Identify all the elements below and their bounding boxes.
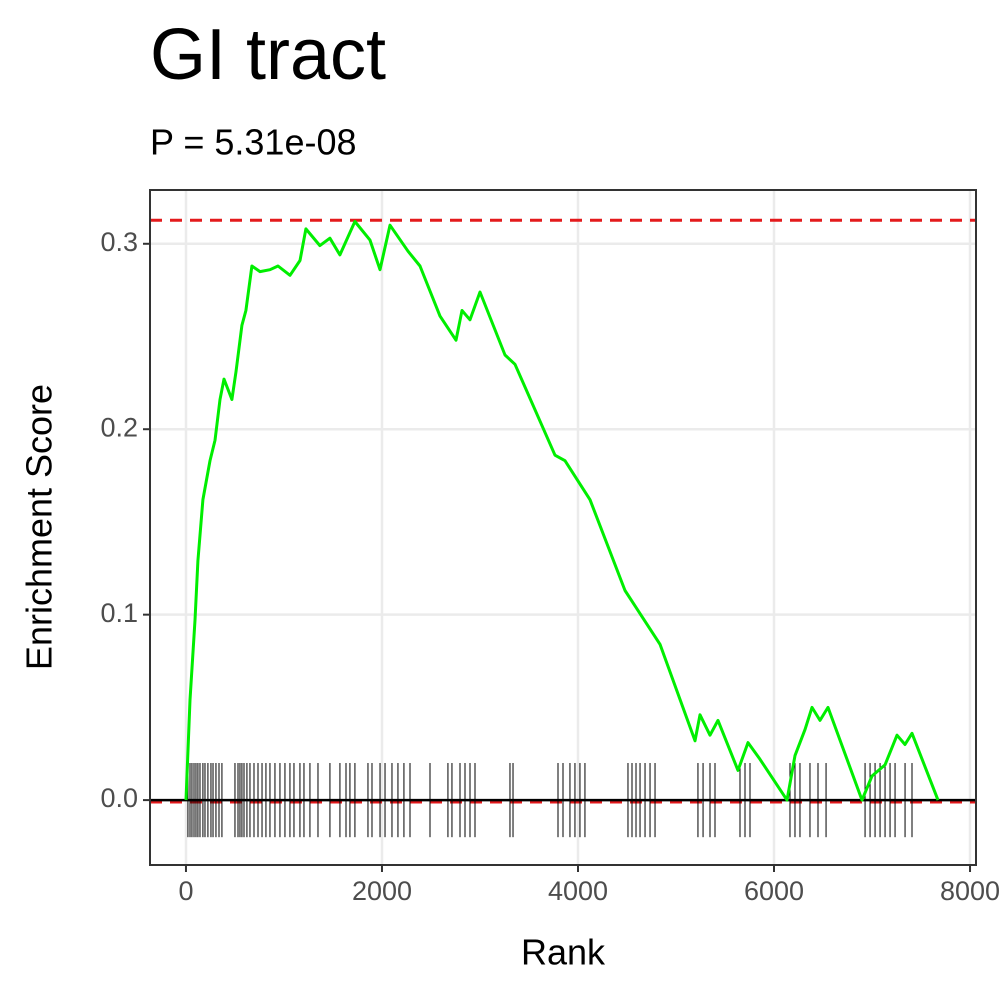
y-tick-label: 0.1 xyxy=(100,598,138,628)
chart-subtitle: P = 5.31e-08 xyxy=(150,122,357,163)
x-tick-label: 8000 xyxy=(940,876,1000,906)
x-axis-title: Rank xyxy=(521,932,606,973)
x-tick-label: 4000 xyxy=(548,876,608,906)
chart-title: GI tract xyxy=(150,15,386,95)
x-tick-label: 2000 xyxy=(352,876,412,906)
y-tick-label: 0.2 xyxy=(100,412,138,442)
x-tick-label: 6000 xyxy=(744,876,804,906)
enrichment-line xyxy=(184,220,940,802)
x-tick-label: 0 xyxy=(178,876,193,906)
plot-area: 0 2000 4000 6000 8000 0.0 0.1 0.2 0.3 xyxy=(100,189,1000,906)
y-tick-label: 0.3 xyxy=(100,227,138,257)
y-axis-title: Enrichment Score xyxy=(19,384,60,670)
y-tick-label: 0.0 xyxy=(100,783,138,813)
panel-border xyxy=(149,189,977,866)
